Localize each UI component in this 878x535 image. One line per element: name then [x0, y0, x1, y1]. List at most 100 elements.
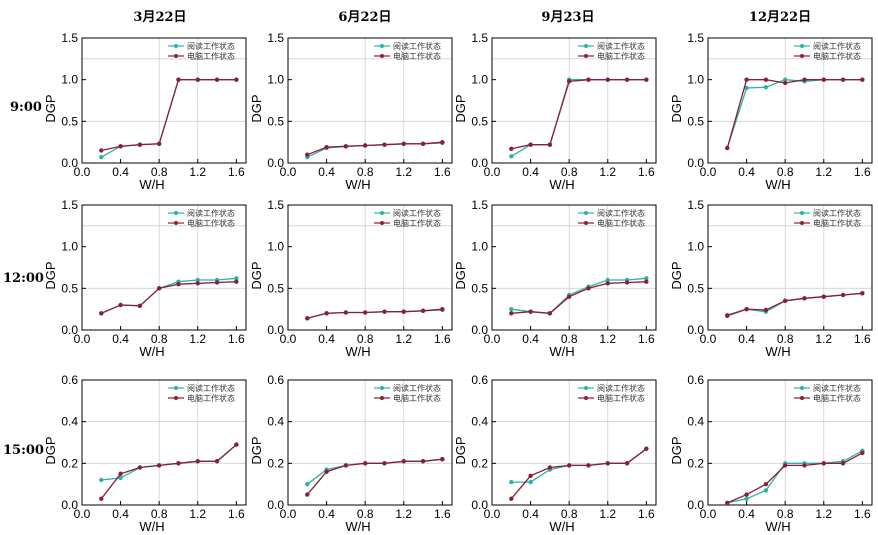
legend-marker — [380, 44, 384, 48]
y-tick-label: 0.5 — [267, 114, 284, 128]
chart-panel: 0.0 0.4 0.8 1.2 1.6 0.0 0.5 1.0 1.5 W/H DGP 阅读工作状态电… — [43, 198, 247, 359]
row-label: 15:00 — [3, 443, 44, 458]
x-tick-label: 0.8 — [561, 165, 578, 179]
data-point-reading — [763, 488, 769, 493]
x-tick-label: 1.2 — [599, 507, 616, 521]
data-point-computer — [509, 311, 514, 316]
legend-marker — [380, 386, 384, 390]
y-tick-label: 1.5 — [267, 31, 284, 45]
data-point-computer — [744, 306, 749, 312]
legend-marker — [380, 54, 384, 58]
x-axis-label: W/H — [345, 177, 370, 192]
legend-entry: 阅读工作状态 — [813, 208, 861, 218]
x-tick-label: 0.8 — [151, 165, 168, 179]
chart-panel: 0.0 0.4 0.8 1.2 1.6 0.0 0.5 1.0 1.5 W/H DGP 阅读工作状态电… — [43, 31, 247, 192]
data-point-reading — [528, 479, 533, 485]
plot-frame — [707, 37, 873, 164]
data-point-computer — [234, 442, 239, 447]
y-tick-label: 1.0 — [687, 73, 704, 87]
data-point-computer — [547, 465, 553, 470]
y-tick-label: 1.5 — [61, 31, 78, 45]
legend-entry: 电脑工作状态 — [813, 393, 861, 403]
x-tick-label: 0.8 — [151, 507, 168, 521]
x-tick-label: 1.2 — [189, 332, 206, 346]
series-line-computer — [100, 444, 237, 500]
plot-frame — [707, 204, 873, 331]
column-title: 3月22日 — [133, 10, 186, 25]
data-point-computer — [566, 79, 572, 84]
data-point-reading — [99, 154, 104, 160]
plot-frame — [81, 204, 247, 331]
legend-entry: 电脑工作状态 — [597, 218, 645, 228]
data-point-reading — [305, 481, 310, 487]
data-point-reading — [763, 84, 769, 90]
data-point-computer — [586, 463, 591, 468]
data-point-computer — [118, 144, 123, 149]
legend-entry: 电脑工作状态 — [393, 218, 441, 228]
legend-entry: 阅读工作状态 — [393, 208, 441, 218]
data-point-computer — [420, 141, 426, 147]
y-tick-label: 0.0 — [687, 498, 704, 512]
x-tick-label: 0.0 — [700, 165, 717, 179]
data-point-computer — [624, 280, 630, 285]
y-tick-label: 0.2 — [267, 456, 284, 470]
legend-entry: 电脑工作状态 — [393, 393, 441, 403]
y-tick-label: 1.0 — [61, 240, 78, 254]
y-axis-label: DGP — [453, 94, 468, 122]
data-point-computer — [176, 461, 181, 466]
data-point-computer — [176, 281, 181, 287]
data-point-computer — [118, 471, 123, 476]
x-tick-label: 1.6 — [228, 165, 245, 179]
data-point-reading — [99, 477, 104, 483]
y-axis-label: DGP — [669, 94, 684, 122]
data-point-computer — [137, 465, 143, 470]
plot-frame — [287, 37, 453, 164]
data-point-reading — [509, 479, 514, 485]
chart-panel: 0.0 0.4 0.8 1.2 1.6 0.0 0.5 1.0 1.5 W/H DGP 阅读工作状态电… — [249, 198, 453, 359]
data-point-computer — [195, 459, 200, 464]
x-tick-label: 0.4 — [738, 165, 755, 179]
chart-panel: 0.0 0.4 0.8 1.2 1.6 0.0 0.2 0.4 0.6 W/H DGP 阅读工作状态电… — [249, 373, 453, 534]
y-tick-label: 1.5 — [267, 198, 284, 212]
data-point-computer — [802, 296, 807, 301]
data-point-computer — [566, 463, 572, 468]
x-axis-label: W/H — [765, 344, 790, 359]
data-point-computer — [195, 77, 200, 82]
x-tick-label: 1.6 — [228, 332, 245, 346]
data-point-computer — [234, 279, 239, 284]
legend-entry: 阅读工作状态 — [813, 383, 861, 393]
data-point-computer — [176, 77, 181, 82]
x-tick-label: 0.8 — [357, 507, 374, 521]
y-tick-label: 0.5 — [267, 281, 284, 295]
x-axis-label: W/H — [139, 519, 164, 534]
data-point-computer — [137, 303, 143, 309]
series-line-computer — [511, 281, 647, 314]
chart-panel: 0.0 0.4 0.8 1.2 1.6 0.0 0.5 1.0 1.5 W/H DGP 阅读工作状态电… — [453, 198, 657, 359]
data-point-computer — [821, 294, 826, 299]
x-tick-label: 1.6 — [854, 332, 871, 346]
chart-panels: 0.0 0.4 0.8 1.2 1.60.00.51.01.5W/HDGP阅读工作状态电… — [43, 31, 873, 534]
data-point-computer — [763, 307, 769, 313]
x-tick-label: 1.6 — [228, 507, 245, 521]
y-tick-label: 0.0 — [471, 498, 488, 512]
data-point-computer — [509, 146, 514, 152]
chart-panel: 0.0 0.4 0.8 1.2 1.6 0.0 0.2 0.4 0.6 W/H DGP 阅读工作状态电… — [453, 373, 657, 534]
legend-entry: 电脑工作状态 — [187, 51, 235, 61]
x-tick-label: 1.6 — [638, 507, 655, 521]
data-point-computer — [305, 316, 310, 321]
data-point-reading — [509, 154, 514, 159]
data-point-computer — [528, 309, 533, 314]
y-tick-label: 0.6 — [61, 373, 78, 387]
y-tick-label: 0.2 — [471, 456, 488, 470]
x-tick-label: 0.8 — [561, 332, 578, 346]
data-point-computer — [528, 142, 533, 147]
data-point-reading — [234, 276, 239, 281]
data-point-computer — [744, 77, 749, 82]
x-tick-label: 0.0 — [700, 507, 717, 521]
x-axis-label: W/H — [549, 519, 574, 534]
data-point-computer — [860, 291, 865, 296]
plot-frame — [81, 379, 247, 506]
x-tick-label: 0.0 — [700, 332, 717, 346]
x-tick-label: 0.8 — [151, 332, 168, 346]
x-tick-label: 1.2 — [189, 165, 206, 179]
